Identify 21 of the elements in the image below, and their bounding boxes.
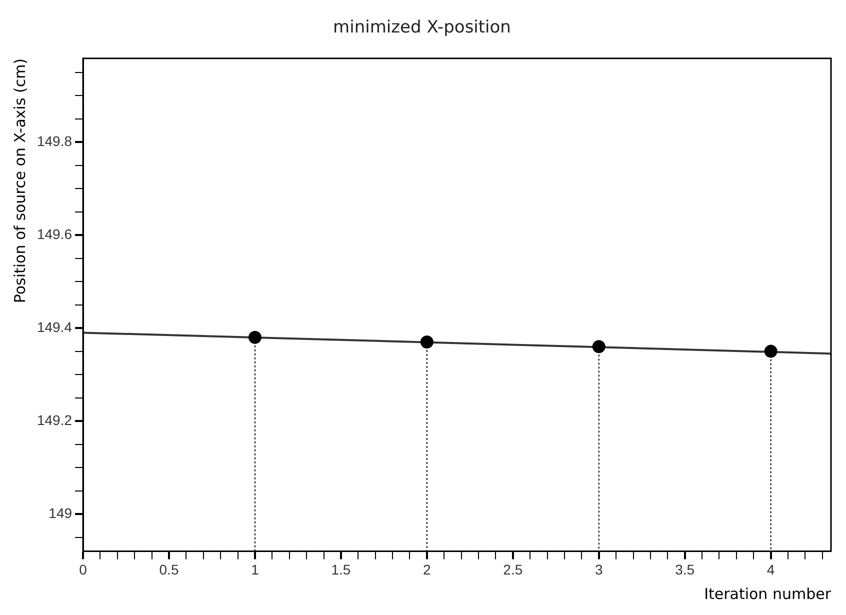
point bbox=[420, 335, 434, 348]
x-tick-label: 0 bbox=[79, 561, 88, 578]
x-tick-label: 4 bbox=[766, 561, 775, 578]
x-axis-title: Iteration number bbox=[704, 584, 832, 603]
y-tick-label: 149 bbox=[48, 504, 72, 521]
x-tick-label: 1.5 bbox=[331, 561, 351, 578]
x-tick-label: 3 bbox=[594, 561, 603, 578]
x-tick-label: 2.5 bbox=[503, 561, 523, 578]
x-tick-label: 0.5 bbox=[159, 561, 179, 578]
x-tick-label: 3.5 bbox=[675, 561, 695, 578]
point bbox=[764, 344, 778, 358]
y-tick-label: 149.8 bbox=[36, 132, 72, 149]
y-axis-title: Position of source on X-axis (cm) bbox=[10, 58, 29, 304]
y-tick-label: 149.2 bbox=[36, 412, 72, 428]
chart-title: minimized X-position bbox=[333, 18, 511, 38]
y-tick-label: 149.6 bbox=[36, 226, 72, 242]
x-tick-label: 1 bbox=[251, 561, 260, 578]
point bbox=[248, 330, 262, 344]
x-tick-label: 2 bbox=[423, 561, 432, 578]
point bbox=[592, 340, 606, 354]
y-tick-label: 149.4 bbox=[36, 318, 72, 335]
